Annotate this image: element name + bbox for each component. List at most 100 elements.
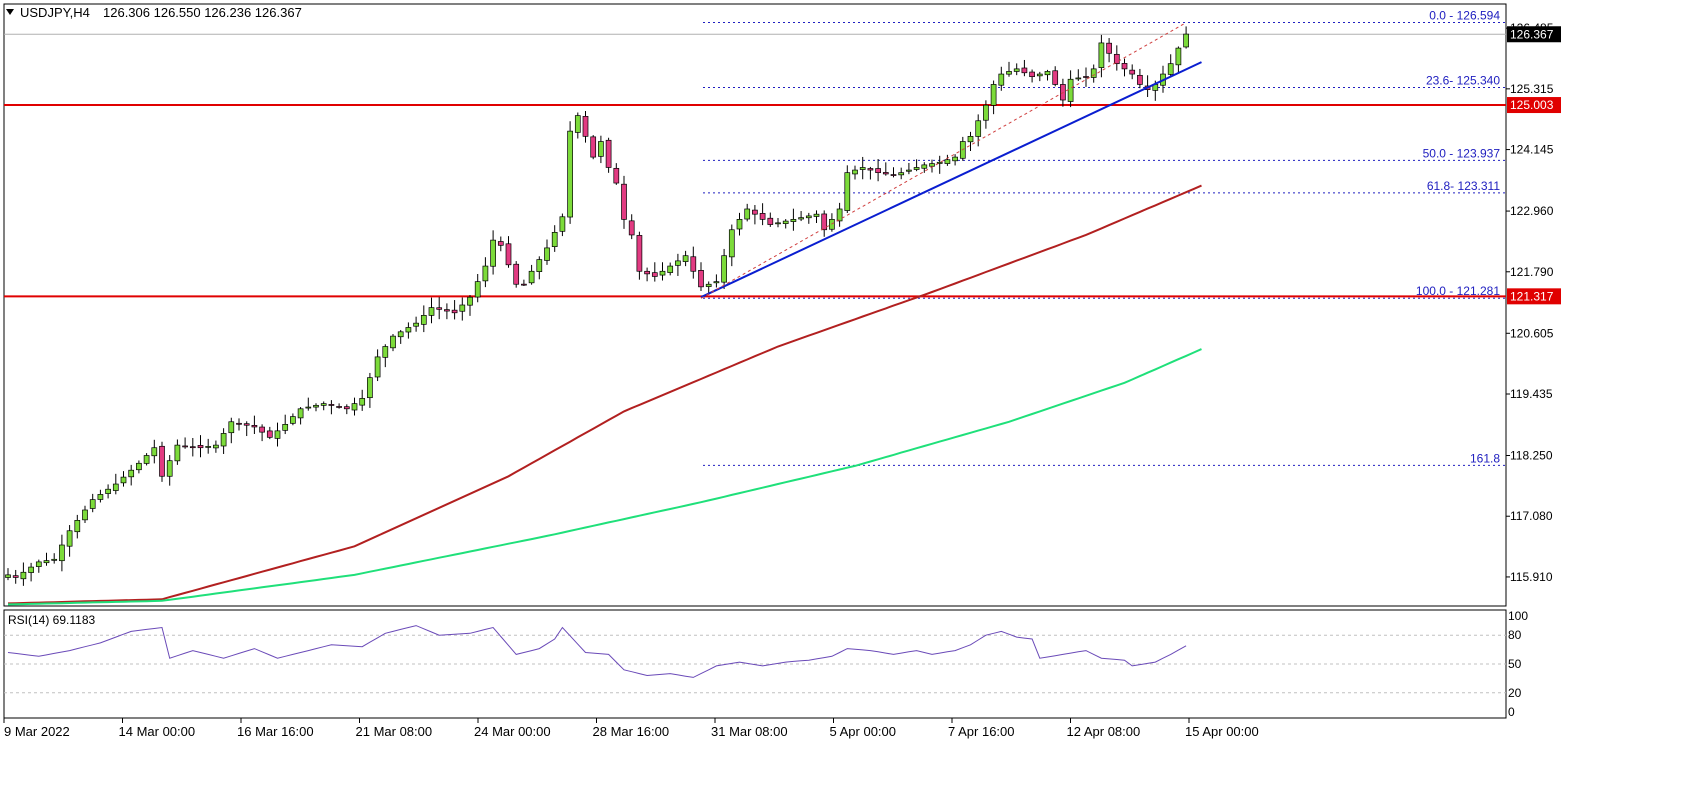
candle[interactable]	[690, 246, 697, 279]
candle[interactable]	[328, 400, 335, 415]
candle[interactable]	[1006, 61, 1012, 77]
candle[interactable]	[605, 137, 612, 173]
candle[interactable]	[97, 489, 104, 503]
price-pane[interactable]	[3, 3, 1507, 607]
candle[interactable]	[805, 212, 812, 224]
candle[interactable]	[1052, 66, 1059, 87]
candle[interactable]	[297, 407, 304, 425]
candle[interactable]	[105, 484, 111, 499]
candle[interactable]	[567, 121, 573, 224]
candle[interactable]	[821, 210, 828, 237]
candle[interactable]	[59, 534, 65, 572]
candle[interactable]	[628, 214, 635, 240]
candle[interactable]	[929, 159, 935, 173]
candle[interactable]	[482, 257, 489, 288]
candle[interactable]	[213, 440, 219, 453]
candle[interactable]	[497, 236, 504, 252]
candle[interactable]	[544, 239, 550, 265]
candle[interactable]	[66, 525, 73, 557]
candle[interactable]	[397, 329, 404, 344]
candle[interactable]	[813, 210, 820, 223]
candle[interactable]	[898, 167, 905, 180]
candle[interactable]	[659, 262, 666, 281]
candle[interactable]	[713, 274, 720, 288]
candle[interactable]	[151, 439, 158, 464]
candle[interactable]	[859, 156, 866, 180]
candle[interactable]	[721, 248, 727, 290]
candle[interactable]	[290, 413, 296, 426]
candle[interactable]	[274, 422, 281, 447]
candle[interactable]	[598, 135, 604, 164]
candle[interactable]	[675, 253, 681, 276]
candle[interactable]	[143, 453, 150, 466]
candle[interactable]	[182, 437, 188, 449]
candle[interactable]	[752, 205, 758, 225]
candle[interactable]	[775, 218, 781, 228]
candle[interactable]	[682, 250, 689, 267]
candle[interactable]	[913, 159, 920, 172]
candle[interactable]	[351, 397, 358, 416]
candle[interactable]	[744, 203, 751, 222]
moving-average-line[interactable]	[7, 348, 1202, 606]
candle[interactable]	[1067, 70, 1074, 108]
candle[interactable]	[890, 167, 897, 178]
candle[interactable]	[220, 428, 227, 454]
candle[interactable]	[74, 514, 81, 539]
candle[interactable]	[574, 112, 581, 139]
candle[interactable]	[313, 403, 319, 412]
candle[interactable]	[582, 111, 589, 143]
candle[interactable]	[359, 389, 366, 411]
candle[interactable]	[983, 100, 989, 129]
candle[interactable]	[613, 163, 620, 185]
candle[interactable]	[636, 231, 643, 280]
candle[interactable]	[852, 165, 858, 180]
candle[interactable]	[790, 208, 797, 231]
candle[interactable]	[336, 403, 342, 409]
candle[interactable]	[551, 225, 558, 252]
candle[interactable]	[882, 162, 889, 176]
candle[interactable]	[20, 562, 27, 586]
candle[interactable]	[1183, 26, 1189, 49]
candle[interactable]	[367, 372, 373, 408]
candle[interactable]	[728, 224, 735, 267]
candle[interactable]	[451, 300, 458, 320]
candle[interactable]	[906, 162, 912, 175]
candle[interactable]	[1121, 58, 1128, 77]
candle[interactable]	[1044, 69, 1051, 81]
candle[interactable]	[1137, 68, 1143, 89]
candle[interactable]	[305, 397, 312, 411]
candle[interactable]	[266, 426, 273, 440]
candle[interactable]	[43, 552, 50, 566]
candle[interactable]	[967, 131, 974, 151]
candle[interactable]	[166, 455, 173, 486]
candle[interactable]	[921, 162, 928, 173]
candle[interactable]	[12, 569, 19, 584]
candle[interactable]	[936, 155, 943, 174]
candle[interactable]	[1036, 71, 1043, 82]
candle[interactable]	[205, 438, 212, 454]
candle[interactable]	[89, 493, 96, 513]
candle[interactable]	[1075, 69, 1082, 81]
candle[interactable]	[51, 553, 58, 564]
candle[interactable]	[536, 256, 543, 280]
candle[interactable]	[952, 154, 958, 166]
candle[interactable]	[189, 437, 196, 457]
dropdown-triangle-icon[interactable]	[6, 9, 14, 15]
fib-swing-line[interactable]	[700, 22, 1187, 299]
candle[interactable]	[490, 230, 496, 275]
candle[interactable]	[1129, 64, 1136, 80]
candle[interactable]	[1098, 34, 1105, 78]
candle[interactable]	[112, 473, 119, 495]
candle[interactable]	[990, 80, 997, 115]
candle[interactable]	[759, 203, 766, 226]
candle[interactable]	[651, 262, 658, 282]
candle[interactable]	[128, 464, 135, 486]
candle[interactable]	[767, 212, 774, 227]
candle[interactable]	[413, 316, 419, 332]
candle[interactable]	[474, 273, 481, 303]
candle[interactable]	[844, 165, 851, 214]
candle[interactable]	[120, 471, 127, 487]
candle[interactable]	[798, 211, 804, 222]
candle[interactable]	[35, 559, 42, 573]
